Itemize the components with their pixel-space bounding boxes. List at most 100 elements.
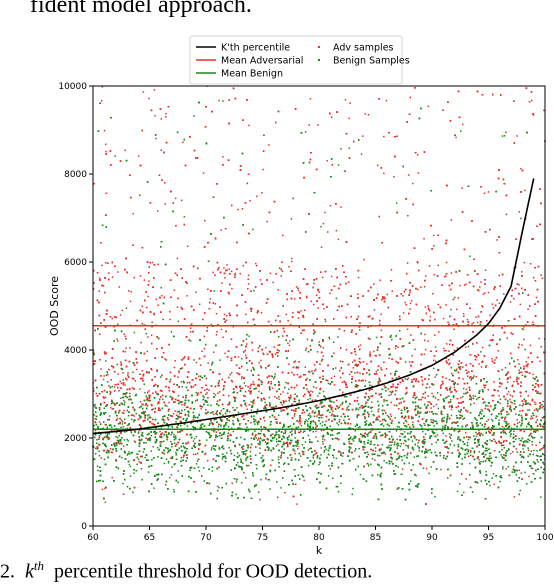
adv-sample-point (243, 471, 245, 474)
benign-sample-point (132, 371, 134, 373)
adv-sample-point (481, 305, 483, 307)
benign-sample-point (150, 434, 153, 437)
benign-sample-point (463, 392, 465, 395)
adv-sample-point (531, 443, 534, 446)
adv-sample-point (521, 374, 523, 377)
adv-sample-point (527, 308, 529, 310)
benign-sample-point (425, 450, 427, 453)
adv-sample-point (379, 420, 381, 422)
benign-sample-point (337, 424, 340, 426)
adv-sample-point (521, 271, 523, 273)
benign-sample-point (290, 442, 292, 444)
adv-sample-point (284, 492, 286, 494)
adv-sample-point (521, 344, 523, 346)
adv-sample-point (262, 168, 264, 171)
adv-sample-point (158, 402, 160, 404)
adv-sample-point (281, 404, 283, 406)
benign-sample-point (458, 410, 460, 412)
benign-sample-point (243, 400, 245, 402)
adv-sample-point (245, 313, 247, 316)
adv-sample-point (101, 488, 104, 491)
adv-sample-point (222, 336, 224, 338)
adv-sample-point (427, 401, 429, 403)
benign-sample-point (433, 245, 435, 247)
benign-sample-point (485, 420, 488, 422)
adv-sample-point (423, 238, 425, 240)
adv-sample-point (116, 439, 119, 442)
benign-sample-point (139, 439, 142, 442)
benign-sample-point (167, 460, 170, 463)
benign-sample-point (244, 390, 247, 393)
benign-sample-point (180, 199, 183, 202)
benign-sample-point (190, 422, 192, 425)
adv-sample-point (451, 372, 453, 375)
benign-sample-point (539, 407, 541, 409)
adv-sample-point (374, 447, 377, 449)
adv-sample-point (417, 407, 420, 409)
benign-sample-point (257, 491, 260, 493)
adv-sample-point (498, 302, 501, 304)
adv-sample-point (487, 191, 490, 193)
benign-sample-point (269, 416, 271, 418)
benign-sample-point (407, 215, 409, 217)
benign-sample-point (388, 444, 390, 447)
adv-sample-point (294, 408, 297, 410)
benign-sample-point (293, 444, 295, 447)
benign-sample-point (167, 410, 170, 412)
benign-sample-point (516, 451, 518, 453)
benign-sample-point (501, 449, 503, 451)
benign-sample-point (293, 415, 296, 417)
benign-sample-point (459, 414, 461, 416)
benign-sample-point (520, 217, 522, 220)
adv-sample-point (127, 372, 129, 374)
adv-sample-point (232, 406, 234, 409)
benign-sample-point (500, 454, 503, 456)
benign-sample-point (377, 400, 379, 403)
adv-sample-point (119, 380, 121, 383)
benign-sample-point (424, 441, 426, 443)
adv-sample-point (296, 373, 299, 376)
benign-sample-point (530, 415, 533, 417)
benign-sample-point (223, 387, 225, 390)
benign-sample-point (133, 472, 135, 474)
benign-sample-point (332, 410, 334, 412)
benign-sample-point (126, 438, 128, 441)
adv-sample-point (192, 385, 195, 388)
benign-sample-point (96, 465, 99, 468)
adv-sample-point (199, 364, 202, 366)
adv-sample-point (319, 387, 322, 389)
adv-sample-point (230, 270, 233, 273)
adv-sample-point (269, 272, 272, 275)
benign-sample-point (242, 451, 245, 453)
benign-sample-point (434, 495, 436, 498)
benign-sample-point (347, 405, 350, 408)
benign-sample-point (120, 397, 122, 399)
benign-sample-point (447, 415, 449, 418)
benign-sample-point (259, 440, 261, 442)
adv-sample-point (503, 440, 505, 442)
benign-sample-point (323, 449, 326, 452)
benign-sample-point (121, 423, 124, 425)
adv-sample-point (371, 401, 373, 403)
benign-sample-point (313, 462, 315, 464)
adv-sample-point (277, 344, 279, 346)
adv-sample-point (130, 430, 132, 432)
benign-sample-point (122, 379, 124, 381)
benign-sample-point (185, 450, 187, 452)
adv-sample-point (361, 434, 364, 436)
benign-sample-point (450, 219, 453, 221)
adv-sample-point (210, 323, 213, 326)
benign-sample-point (278, 267, 281, 269)
adv-sample-point (453, 349, 456, 352)
adv-sample-point (98, 435, 101, 437)
adv-sample-point (146, 404, 149, 407)
adv-sample-point (411, 354, 413, 357)
adv-sample-point (430, 407, 432, 409)
benign-sample-point (321, 401, 324, 403)
benign-sample-point (211, 466, 213, 469)
benign-sample-point (198, 414, 200, 416)
benign-sample-point (178, 412, 181, 415)
adv-sample-point (316, 351, 319, 353)
benign-sample-point (513, 440, 516, 443)
benign-sample-point (328, 336, 330, 339)
